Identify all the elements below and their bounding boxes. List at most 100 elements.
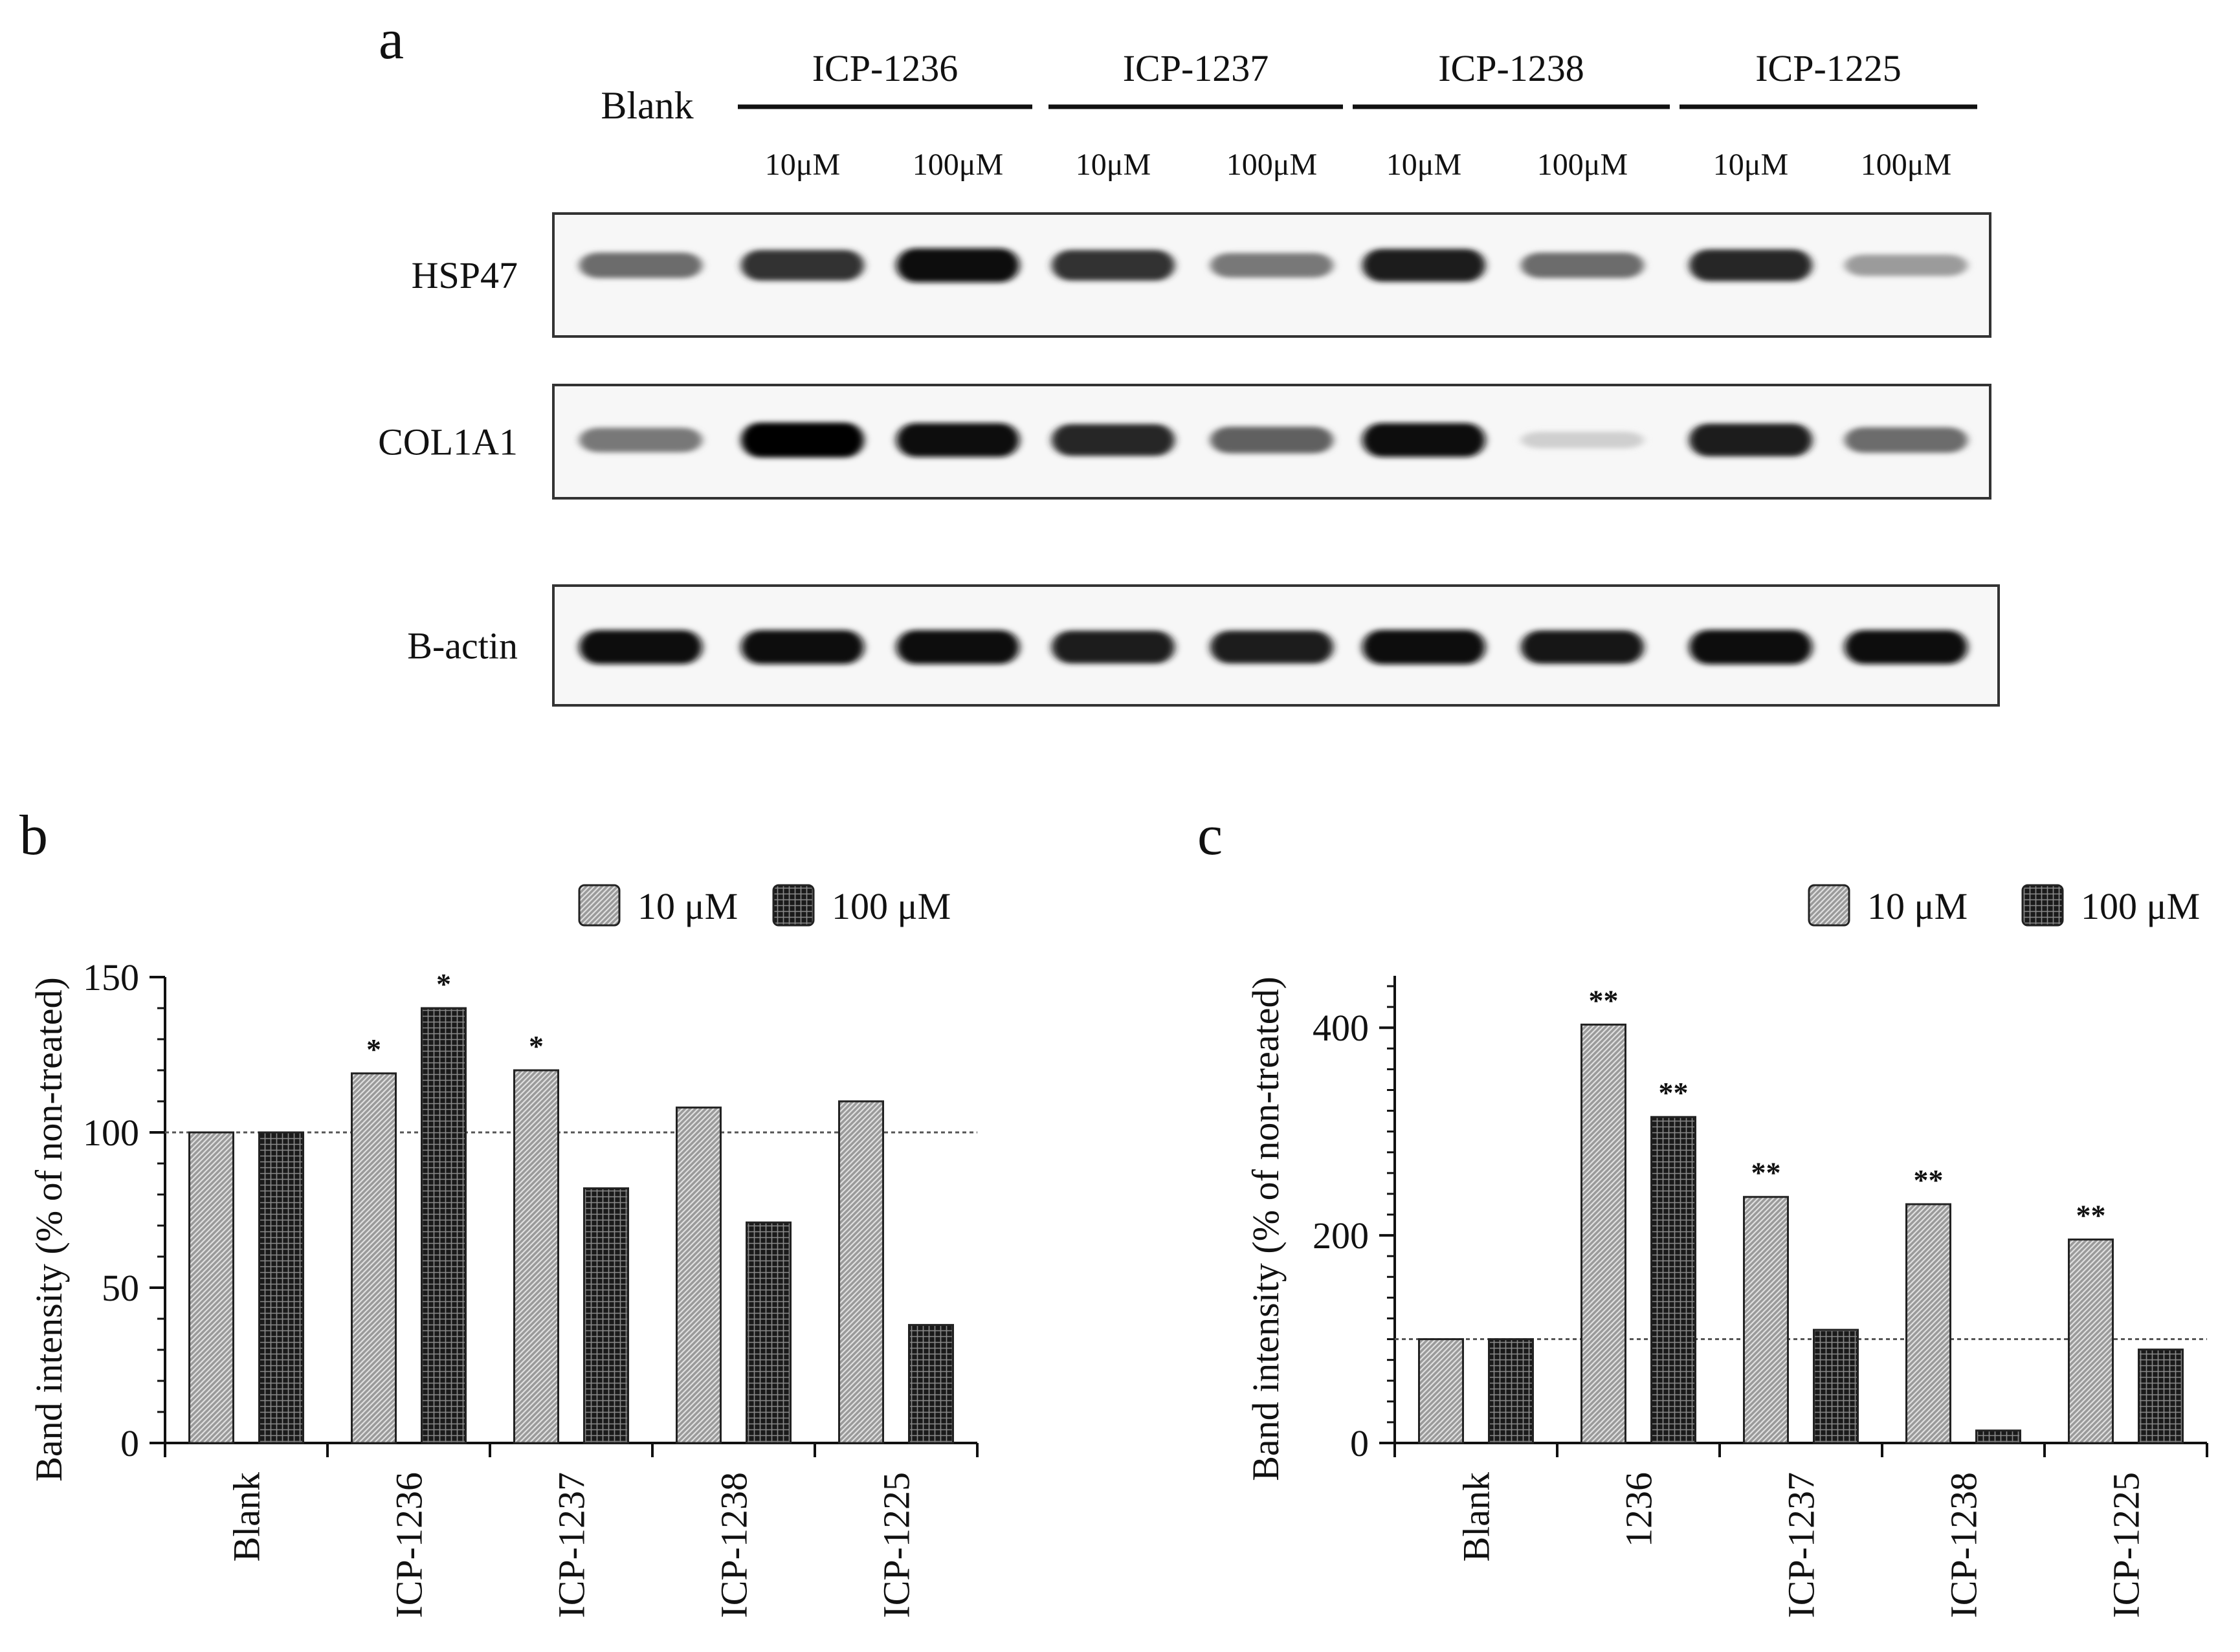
bar-10um [513,1069,559,1444]
significance-marker: * [529,1030,544,1063]
panel-label-c: c [1197,804,1223,867]
bar-10um [676,1107,722,1444]
blot-band [1845,254,1968,276]
blot-band [1689,630,1812,665]
blot-group-label: ICP-1238 [1438,47,1584,89]
panel-c: c 0 200 400 Band intensity (% of non-treate… [1197,804,2208,1618]
blot-band [1052,424,1175,456]
significance-marker: * [366,1033,381,1066]
bar-10um [1743,1196,1789,1444]
blot-band [896,630,1019,665]
blot-row: HSP47 [412,212,1991,338]
x-tick-label: Blank [1456,1472,1498,1562]
blot-concentration-label: 100μM [913,148,1003,182]
panel-b: b 0 50 100 150 Band intensity (% of non-trea… [19,804,979,1618]
bar-10um [188,1131,234,1444]
blot-band [741,630,864,665]
blot-row: COL1A1 [378,384,1991,500]
blot-band [1362,423,1485,457]
y-tick-label: 100 [83,1112,139,1154]
bar-100um [1650,1116,1696,1444]
y-tick-label: 0 [1350,1422,1369,1464]
y-axis-label: Band intensity (% of non-treated) [1245,976,1287,1481]
legend-label: 100 μM [832,885,951,927]
legend: 10 μM 100 μM [578,884,951,927]
bar-100um [258,1131,304,1444]
y-tick-label: 150 [83,956,139,998]
blot-band [579,252,702,278]
panel-a: a Blank ICP-1236 10μM 100μM ICP-1237 10μM 100… [378,8,2000,707]
blot-band [1689,423,1812,457]
blot-band [1210,630,1333,664]
legend-swatch [578,884,621,927]
y-tick-label: 0 [120,1422,139,1464]
blot-group-label: ICP-1225 [1755,47,1902,89]
legend: 10 μM 100 μM [1808,884,2200,927]
bar-10um [1580,1023,1626,1444]
blot-band [1052,250,1175,281]
blot-band [896,423,1019,457]
panel-label-a: a [379,8,404,71]
blot-band [1521,432,1644,448]
blot-concentration-label: 100μM [1537,148,1628,182]
blot-band [1845,630,1968,665]
blot-band [1362,248,1485,282]
bar-100um [1488,1338,1534,1444]
blot-group-label: ICP-1236 [812,47,959,89]
x-tick-label: ICP-1237 [1780,1472,1823,1618]
x-tick-label: ICP-1238 [1943,1472,1985,1618]
chart-c: 0 200 400 Band intensity (% of non-treated)… [1245,884,2208,1618]
bar-100um [1813,1328,1859,1444]
chart-b: 0 50 100 150 Band intensity (% of non-treate… [28,884,979,1618]
panel-label-b: b [19,804,48,867]
blot-row-label: B-actin [407,625,518,667]
blot-concentration-label: 10μM [765,148,840,182]
bar-100um [2138,1349,2184,1444]
blot-group-label: ICP-1237 [1123,47,1269,89]
x-tick-label: ICP-1225 [2105,1472,2147,1618]
blot-concentration-label: 100μM [1226,148,1317,182]
bar-100um [908,1324,954,1444]
x-tick-label: 1236 [1618,1472,1660,1547]
blot-row-label: HSP47 [412,254,518,296]
bar-10um [1905,1203,1951,1444]
legend-label: 10 μM [1867,885,1968,927]
x-tick-label: Blank [226,1472,268,1562]
y-tick-label: 400 [1313,1007,1369,1049]
bar-10um [2068,1239,2114,1444]
significance-marker: * [436,967,451,1000]
bar-10um [1418,1338,1464,1444]
blot-concentration-label: 100μM [1861,148,1951,182]
blot-band [741,250,864,281]
x-tick-label: ICP-1237 [551,1472,593,1618]
legend-swatch [1808,884,1850,927]
bar-10um [351,1072,397,1444]
significance-marker: ** [1589,984,1619,1017]
blot-band [1521,252,1644,278]
blot-band [1689,249,1812,281]
blot-headers: ICP-1236 10μM 100μM ICP-1237 10μM 100μM ICP-12… [738,47,1977,182]
blot-band [1845,427,1968,453]
blot-concentration-label: 10μM [1076,148,1151,182]
bar-100um [746,1221,792,1444]
blot-blank-label: Blank [601,84,693,127]
significance-marker: ** [1751,1156,1781,1189]
significance-marker: ** [2076,1199,2106,1232]
x-tick-label: ICP-1225 [876,1472,918,1618]
bar-100um [583,1187,629,1444]
bar-100um [1975,1429,2021,1444]
blot-band [579,428,702,452]
blot-row: B-actin [407,584,2000,707]
x-tick-label: ICP-1236 [388,1472,430,1618]
legend-label: 10 μM [638,885,738,927]
blot-band [896,248,1019,283]
significance-marker: ** [1914,1163,1944,1196]
legend-swatch [772,884,815,927]
blot-band [1210,426,1333,454]
legend-label: 100 μM [2081,885,2200,927]
blot-concentration-label: 10μM [1386,148,1461,182]
bar-100um [421,1007,467,1444]
blot-band [579,630,702,665]
x-tick-label: ICP-1238 [713,1472,755,1618]
